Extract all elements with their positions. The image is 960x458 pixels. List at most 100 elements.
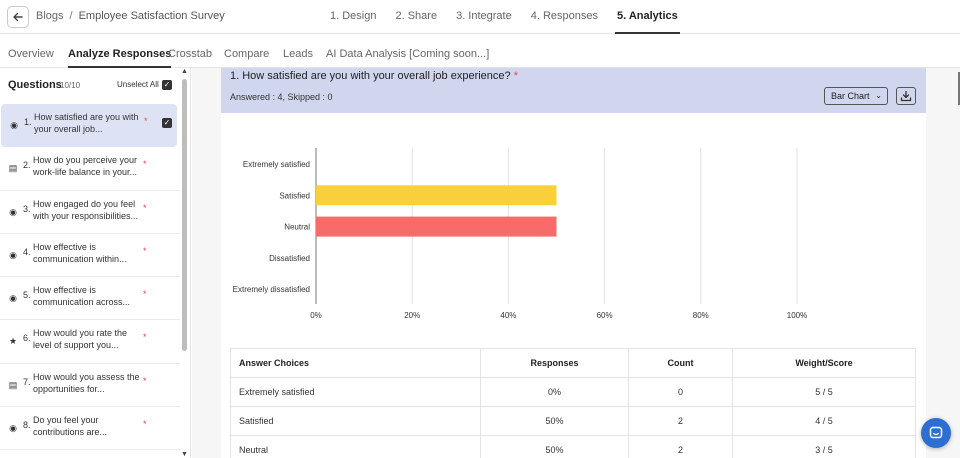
category-label: Dissatisfied bbox=[269, 254, 310, 263]
category-label: Extremely dissatisfied bbox=[233, 285, 310, 294]
question-text: How would you assess the opportunities f… bbox=[33, 371, 140, 394]
question-text: How satisfied are you with your overall … bbox=[34, 112, 139, 134]
col-answer-choices: Answer Choices bbox=[230, 348, 481, 378]
question-item-5[interactable]: ◉ 5. How effective is communication acro… bbox=[0, 277, 180, 321]
question-item-8[interactable]: ◉ 8. Do you feel your contributions are.… bbox=[0, 407, 180, 451]
x-tick-label: 0% bbox=[310, 311, 322, 320]
category-label: Satisfied bbox=[279, 191, 310, 200]
question-item-7[interactable]: ▤ 7. How would you assess the opportunit… bbox=[0, 364, 180, 408]
unselect-all-button[interactable]: Unselect All bbox=[117, 80, 159, 89]
weight-cell: 3 / 5 bbox=[732, 435, 916, 458]
chart-category-labels: Extremely satisfied Satisfied Neutral Dissa… bbox=[233, 160, 311, 294]
question-item-1[interactable]: ◉ 1. How satisfied are you with your ove… bbox=[1, 104, 177, 148]
question-number: 3. bbox=[23, 203, 31, 214]
required-mark: * bbox=[513, 70, 518, 82]
table-row: Satisfied 50% 2 4 / 5 bbox=[230, 406, 916, 436]
chart-type-label: Bar Chart bbox=[831, 91, 870, 101]
col-responses: Responses bbox=[480, 348, 629, 378]
required-mark: * bbox=[143, 245, 147, 256]
chat-button[interactable] bbox=[921, 418, 951, 448]
question-number: 1. bbox=[24, 117, 32, 127]
required-mark: * bbox=[143, 202, 147, 213]
chart-bars bbox=[316, 185, 557, 237]
question-text: How effective is communication across... bbox=[33, 285, 131, 308]
step-integrate[interactable]: 3. Integrate bbox=[456, 10, 512, 22]
back-button[interactable] bbox=[7, 6, 29, 28]
question-item-4[interactable]: ◉ 4. How effective is communication with… bbox=[0, 234, 180, 278]
count-cell: 2 bbox=[628, 406, 733, 436]
answer-choice-cell: Neutral bbox=[230, 435, 481, 458]
question-checkbox[interactable]: ✓ bbox=[162, 118, 172, 128]
count-cell: 0 bbox=[628, 377, 733, 407]
tab-crosstab[interactable]: Crosstab bbox=[168, 48, 213, 60]
count-cell: 2 bbox=[628, 435, 733, 458]
analytics-main: 1. How satisfied are you with your overa… bbox=[192, 68, 960, 458]
scrollbar-thumb[interactable] bbox=[182, 79, 187, 351]
download-button[interactable] bbox=[896, 87, 916, 105]
question-number: 5. bbox=[23, 290, 31, 301]
x-tick-label: 100% bbox=[787, 311, 807, 320]
matrix-icon: ▤ bbox=[8, 163, 18, 174]
question-text: How would you rate the level of support … bbox=[33, 328, 128, 351]
top-bar: Blogs / Employee Satisfaction Survey 1. De… bbox=[0, 0, 960, 34]
question-text: How engaged do you feel with your respon… bbox=[33, 198, 139, 221]
step-analytics[interactable]: 5. Analytics bbox=[615, 0, 680, 34]
tab-leads[interactable]: Leads bbox=[283, 48, 313, 60]
chart-type-select[interactable]: Bar Chart ⌄ bbox=[824, 87, 888, 105]
col-count: Count bbox=[628, 348, 733, 378]
tab-ai-data-analysis[interactable]: AI Data Analysis [Coming soon...] bbox=[326, 48, 490, 60]
question-text: How do you perceive your work-life balan… bbox=[33, 155, 138, 178]
question-header: 1. How satisfied are you with your overa… bbox=[221, 68, 926, 113]
bar-satisfied[interactable] bbox=[316, 185, 557, 206]
arrow-left-icon bbox=[13, 12, 23, 22]
x-tick-label: 60% bbox=[597, 311, 613, 320]
tab-analyze-responses[interactable]: Analyze Responses bbox=[68, 48, 172, 68]
weight-cell: 4 / 5 bbox=[732, 406, 916, 436]
col-weight-score: Weight/Score bbox=[732, 348, 916, 378]
matrix-icon: ▤ bbox=[8, 379, 18, 390]
breadcrumb-current: Employee Satisfaction Survey bbox=[78, 10, 225, 22]
responses-cell: 50% bbox=[480, 435, 629, 458]
step-responses[interactable]: 4. Responses bbox=[530, 10, 598, 22]
tab-overview[interactable]: Overview bbox=[8, 48, 54, 60]
unselect-all-checkbox[interactable]: ✓ bbox=[162, 80, 172, 90]
question-item-3[interactable]: ◉ 3. How engaged do you feel with your r… bbox=[0, 191, 180, 234]
table-header-row: Answer Choices Responses Count Weight/Sc… bbox=[230, 348, 916, 378]
weight-cell: 5 / 5 bbox=[732, 377, 916, 407]
chat-icon bbox=[929, 426, 943, 439]
page-scrollbar[interactable] bbox=[958, 72, 960, 105]
x-tick-label: 80% bbox=[693, 311, 709, 320]
chevron-down-icon: ⌄ bbox=[875, 91, 882, 100]
x-tick-label: 20% bbox=[404, 311, 420, 320]
question-item-2[interactable]: ▤ 2. How do you perceive your work-life … bbox=[0, 147, 180, 191]
question-text: How effective is communication within... bbox=[33, 241, 127, 264]
breadcrumb-root[interactable]: Blogs bbox=[36, 10, 64, 22]
responses-cell: 0% bbox=[480, 377, 629, 407]
question-count: 10/10 bbox=[60, 81, 81, 90]
answer-choice-cell: Satisfied bbox=[230, 406, 481, 436]
responses-cell: 50% bbox=[480, 406, 629, 436]
bar-neutral[interactable] bbox=[316, 216, 557, 237]
radio-icon: ◉ bbox=[10, 120, 18, 130]
radio-icon: ◉ bbox=[9, 206, 17, 217]
question-number: 2. bbox=[23, 160, 31, 171]
scroll-up-icon[interactable]: ▲ bbox=[181, 68, 188, 75]
radio-icon: ◉ bbox=[9, 423, 17, 434]
radio-icon: ◉ bbox=[9, 293, 17, 304]
questions-sidebar: Questions 10/10 Unselect All ✓ ◉ 1. How … bbox=[0, 68, 191, 458]
question-stats: Answered : 4, Skipped : 0 bbox=[230, 92, 333, 102]
step-share[interactable]: 2. Share bbox=[395, 10, 438, 22]
step-design[interactable]: 1. Design bbox=[330, 10, 377, 22]
category-label: Neutral bbox=[284, 223, 310, 232]
tab-compare[interactable]: Compare bbox=[224, 48, 270, 60]
required-mark: * bbox=[143, 375, 147, 386]
sidebar-scrollbar[interactable]: ▲ ▼ bbox=[181, 68, 188, 458]
sidebar-title: Questions bbox=[8, 79, 62, 91]
scroll-down-icon[interactable]: ▼ bbox=[181, 451, 188, 458]
required-mark: * bbox=[144, 116, 148, 126]
radio-icon: ◉ bbox=[9, 249, 17, 260]
question-item-6[interactable]: ★ 6. How would you rate the level of sup… bbox=[0, 320, 180, 364]
sidebar-header: Questions 10/10 Unselect All ✓ bbox=[0, 68, 180, 102]
category-label: Extremely satisfied bbox=[243, 160, 310, 169]
question-title-text: 1. How satisfied are you with your overa… bbox=[230, 70, 511, 82]
